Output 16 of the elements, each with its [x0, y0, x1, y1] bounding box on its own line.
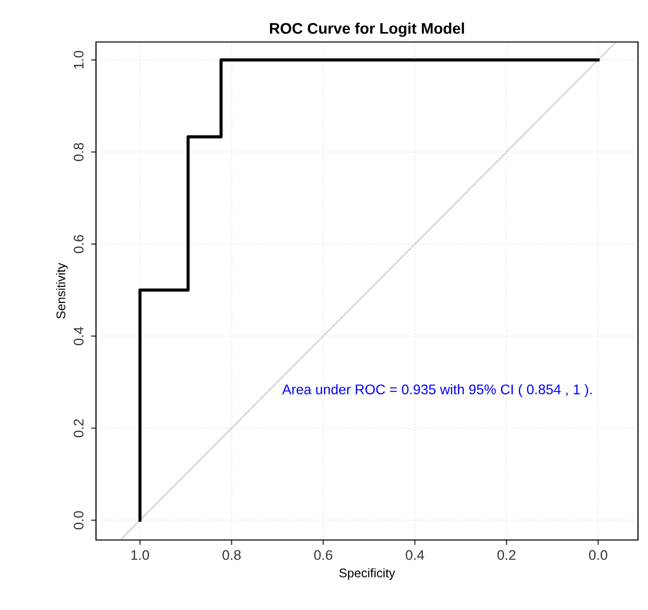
- y-tick-label: 0.6: [74, 235, 84, 254]
- x-tick-label: 0.0: [589, 550, 608, 560]
- annotation: Area under ROC = 0.935 with 95% CI ( 0.854 , 1 ).: [282, 384, 592, 398]
- x-tick-label: 0.4: [406, 550, 424, 560]
- y-tick-label: 0.4: [74, 326, 84, 346]
- y-tick-label: 0.8: [74, 142, 84, 162]
- x-tick-label: 0.8: [222, 550, 241, 560]
- x-tick-label: 0.2: [497, 550, 516, 560]
- x-tick-label: 0.6: [314, 550, 332, 560]
- y-tick-label: 0.2: [74, 419, 84, 438]
- y-tick-label: 0.0: [74, 511, 84, 530]
- x-axis-title: Specificity: [339, 568, 396, 580]
- y-tick-label: 1.0: [74, 50, 84, 69]
- chart-title: ROC Curve for Logit Model: [270, 22, 464, 37]
- y-axis-title: Sensitivity: [56, 262, 68, 319]
- x-tick-label: 1.0: [131, 550, 150, 560]
